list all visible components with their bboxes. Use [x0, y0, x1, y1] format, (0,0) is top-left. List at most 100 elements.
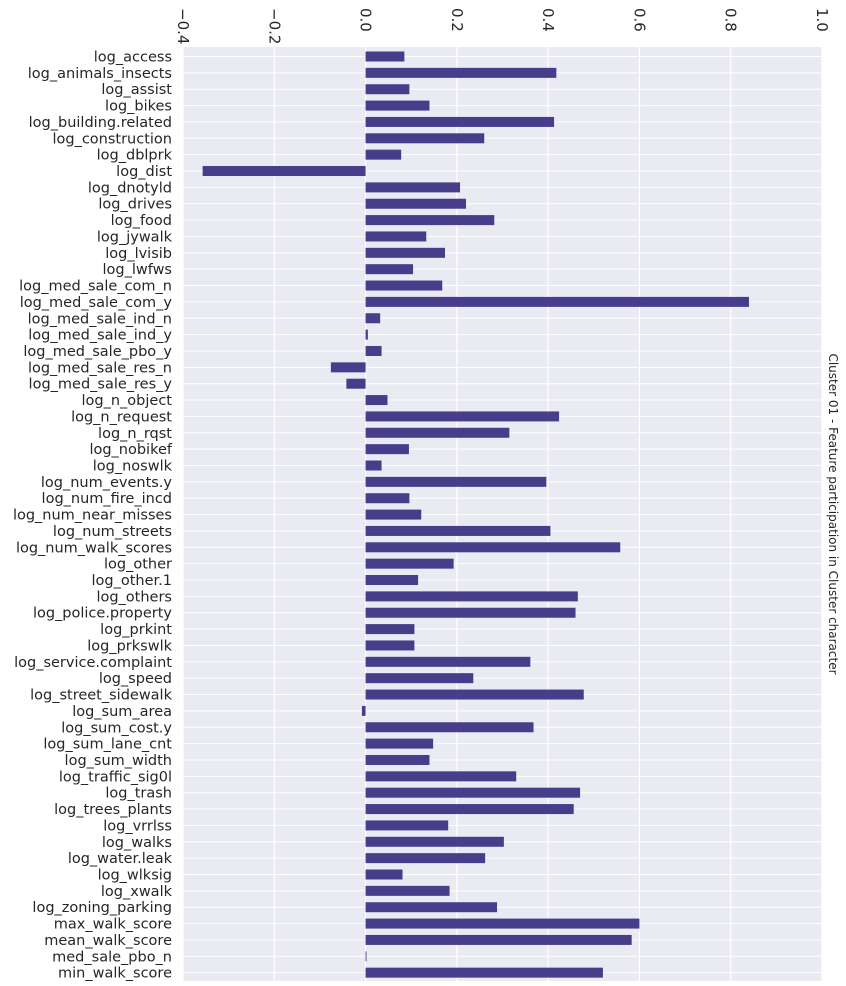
bar-log_speed [365, 673, 474, 684]
bar-log_vrrlss [365, 820, 449, 831]
x-tick-label-1: −0.2 [265, 8, 283, 44]
bar-log_prkint [365, 624, 415, 635]
category-label-log_dblprk: log_dblprk [97, 148, 173, 164]
category-label-log_num_events.y: log_num_events.y [41, 475, 173, 491]
category-label-log_n_object: log_n_object [82, 393, 173, 409]
bar-log_dist [202, 166, 366, 177]
category-label-log_bikes: log_bikes [105, 99, 172, 115]
bar-log_sum_cost.y [365, 722, 534, 733]
x-tick-label-3: 0.2 [448, 8, 466, 32]
category-label-log_med_sale_com_n: log_med_sale_com_n [19, 279, 172, 295]
bar-log_assist [365, 84, 410, 95]
bar-log_food [365, 215, 495, 226]
category-label-log_food: log_food [111, 213, 172, 229]
bar-min_walk_score [365, 967, 603, 978]
bar-log_dnotyld [365, 182, 461, 193]
bar-log_service.complaint [365, 656, 531, 667]
category-label-log_police.property: log_police.property [33, 606, 172, 622]
category-label-log_num_fire_incd: log_num_fire_incd [42, 491, 172, 507]
x-tick-label-2: 0.0 [357, 8, 375, 32]
category-label-log_service.complaint: log_service.complaint [14, 655, 172, 671]
bar-log_sum_area [361, 705, 366, 716]
category-label-log_sum_lane_cnt: log_sum_lane_cnt [43, 737, 172, 753]
bar-log_walks [365, 836, 504, 847]
category-label-log_sum_area: log_sum_area [72, 704, 172, 720]
category-label-log_xwalk: log_xwalk [101, 884, 173, 900]
category-label-log_sum_width: log_sum_width [65, 753, 172, 769]
bar-log_building.related [365, 116, 555, 127]
category-label-log_jywalk: log_jywalk [97, 229, 173, 245]
category-label-log_sum_cost.y: log_sum_cost.y [61, 720, 172, 736]
x-tick-label-0: −0.4 [174, 8, 192, 44]
category-label-log_animals_insects: log_animals_insects [28, 66, 172, 82]
bar-mean_walk_score [365, 934, 632, 945]
bar-log_drives [365, 198, 466, 209]
category-label-log_vrrlss: log_vrrlss [103, 818, 172, 834]
chart-title: Cluster 01 - Feature participation in Cl… [826, 353, 840, 674]
bar-log_med_sale_res_y [346, 378, 366, 389]
category-label-log_access: log_access [94, 50, 172, 66]
category-label-log_num_walk_scores: log_num_walk_scores [16, 540, 172, 556]
category-label-log_wlksig: log_wlksig [98, 868, 172, 884]
category-label-log_prkswlk: log_prkswlk [87, 638, 172, 654]
category-label-log_building.related: log_building.related [29, 115, 172, 131]
bar-log_noswlk [365, 460, 382, 471]
x-tick-label-7: 1.0 [813, 8, 831, 32]
category-label-log_med_sale_ind_y: log_med_sale_ind_y [28, 328, 172, 344]
bar-log_num_fire_incd [365, 493, 410, 504]
bar-log_zoning_parking [365, 902, 498, 913]
category-label-log_trash: log_trash [105, 786, 172, 802]
category-label-log_med_sale_com_y: log_med_sale_com_y [20, 295, 173, 311]
category-label-min_walk_score: min_walk_score [58, 966, 172, 982]
category-label-log_num_near_misses: log_num_near_misses [13, 508, 172, 524]
bar-log_trees_plants [365, 804, 574, 815]
bar-log_street_sidewalk [365, 689, 584, 700]
category-label-log_med_sale_ind_n: log_med_sale_ind_n [28, 311, 172, 327]
bar-log_nobikef [365, 444, 409, 455]
x-tick-labels: −0.4 −0.2 0.0 0.2 0.4 0.6 0.8 1.0 [174, 8, 831, 44]
category-label-log_med_sale_res_n: log_med_sale_res_n [28, 360, 172, 376]
category-label-log_trees_plants: log_trees_plants [54, 802, 172, 818]
bar-log_med_sale_ind_n [365, 313, 381, 324]
bar-log_jywalk [365, 231, 427, 242]
x-tick-label-4: 0.4 [539, 8, 557, 32]
category-label-log_walks: log_walks [102, 835, 172, 851]
bar-log_num_events.y [365, 476, 547, 487]
bar-log_med_sale_com_n [365, 280, 443, 291]
bar-log_xwalk [365, 885, 450, 896]
bar-log_police.property [365, 607, 576, 618]
category-label-log_street_sidewalk: log_street_sidewalk [30, 688, 172, 704]
category-label-mean_walk_score: mean_walk_score [44, 933, 172, 949]
bar-log_med_sale_pbo_y [365, 345, 382, 356]
bar-log_n_rqst [365, 427, 510, 438]
category-label-log_speed: log_speed [99, 671, 172, 687]
category-label-log_construction: log_construction [52, 131, 172, 147]
bar-log_n_request [365, 411, 560, 422]
bar-log_med_sale_ind_y [365, 329, 368, 340]
category-labels: log_accesslog_animals_insectslog_assistl… [13, 50, 173, 982]
category-label-log_dnotyld: log_dnotyld [88, 180, 172, 196]
bar-log_num_near_misses [365, 509, 422, 520]
category-label-log_zoning_parking: log_zoning_parking [32, 900, 172, 916]
category-label-log_n_request: log_n_request [71, 409, 172, 425]
bar-log_dblprk [365, 149, 402, 160]
bar-log_lwfws [365, 264, 414, 275]
category-label-log_num_streets: log_num_streets [53, 524, 172, 540]
bar-log_other [365, 558, 454, 569]
x-tick-label-5: 0.6 [630, 8, 648, 32]
bar-log_other.1 [365, 575, 419, 586]
bar-log_bikes [365, 100, 430, 111]
bar-log_lvisib [365, 247, 445, 258]
bar-log_med_sale_res_n [330, 362, 366, 373]
bar-log_construction [365, 133, 485, 144]
bar-log_water.leak [365, 853, 486, 864]
bar-log_prkswlk [365, 640, 415, 651]
bar-log_trash [365, 787, 581, 798]
category-label-log_traffic_sig0l: log_traffic_sig0l [59, 769, 172, 785]
bar-log_sum_lane_cnt [365, 738, 434, 749]
category-label-log_others: log_others [96, 589, 172, 605]
category-label-log_med_sale_res_y: log_med_sale_res_y [29, 377, 173, 393]
category-label-log_lwfws: log_lwfws [102, 262, 172, 278]
x-tick-label-6: 0.8 [722, 8, 740, 32]
